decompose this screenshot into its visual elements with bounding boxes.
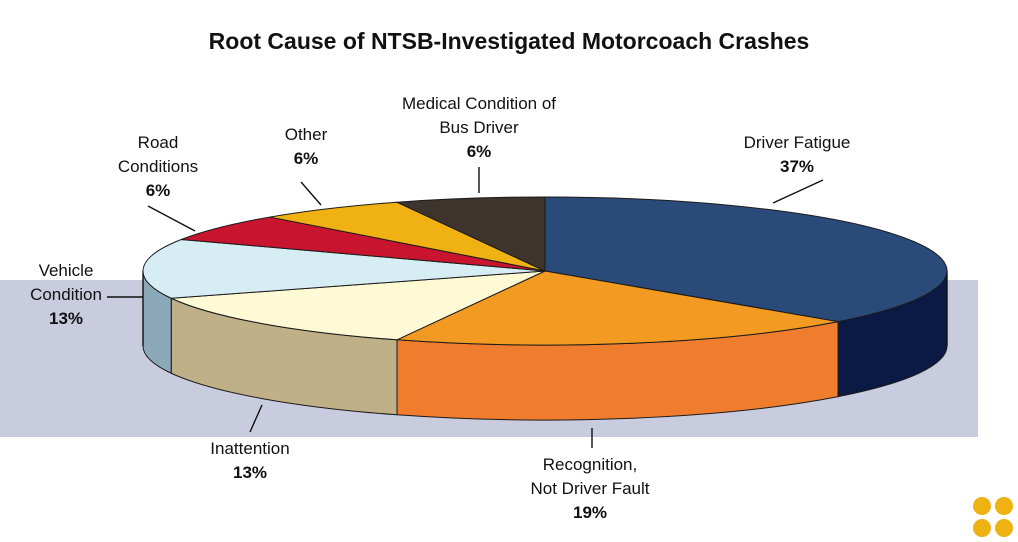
- chart-title: Root Cause of NTSB-Investigated Motorcoa…: [208, 28, 810, 54]
- pie-tops: [142, 196, 948, 346]
- logo-dot: [973, 497, 991, 515]
- slice-label-5: Other 6%: [285, 125, 328, 206]
- slice-value-label: 37%: [780, 157, 814, 176]
- leader-line: [147, 205, 196, 232]
- logo-dots-icon: [973, 497, 1013, 537]
- slice-label-text: Medical Condition of: [402, 94, 556, 113]
- slice-label-text: Recognition,: [543, 455, 638, 474]
- slice-label-text: Other: [285, 125, 328, 144]
- slice-label-text: Vehicle: [39, 261, 94, 280]
- slice-label-text: Bus Driver: [439, 118, 519, 137]
- slice-value-label: 6%: [294, 149, 319, 168]
- logo-dot: [973, 519, 991, 537]
- slice-value-label: 6%: [146, 181, 171, 200]
- pie-labels: Driver Fatigue 37% Recognition, Not Driver …: [30, 94, 850, 522]
- slice-label-text: Conditions: [118, 157, 198, 176]
- slice-label-text: Driver Fatigue: [744, 133, 851, 152]
- slice-label-0: Driver Fatigue 37%: [744, 133, 851, 204]
- slice-label-text: Not Driver Fault: [530, 479, 649, 498]
- logo-dot: [995, 497, 1013, 515]
- logo-dot: [995, 519, 1013, 537]
- slice-label-text: Road: [138, 133, 179, 152]
- pie-slice-3: [142, 238, 546, 299]
- slice-label-6: Medical Condition of Bus Driver 6%: [402, 94, 556, 193]
- slice-label-4: Road Conditions 6%: [118, 133, 198, 232]
- slice-value-label: 6%: [467, 142, 492, 161]
- leader-line: [249, 404, 263, 433]
- pie-slice-1: [395, 270, 839, 346]
- slice-value-label: 13%: [49, 309, 83, 328]
- slice-label-3: Vehicle Condition 13%: [30, 261, 143, 328]
- pie-slice-2: [169, 270, 546, 341]
- leader-line: [772, 179, 824, 204]
- pie-slice-5: [269, 201, 546, 272]
- pie-slice-4: [181, 216, 546, 272]
- slice-label-text: Condition: [30, 285, 102, 304]
- slice-value-label: 19%: [573, 503, 607, 522]
- pie-slice-0: [544, 196, 948, 323]
- leader-line: [300, 181, 322, 206]
- pie-slice-6: [395, 196, 546, 272]
- slice-label-text: Inattention: [210, 439, 289, 458]
- slice-value-label: 13%: [233, 463, 267, 482]
- slice-label-1: Recognition, Not Driver Fault 19%: [530, 428, 650, 522]
- slice-label-2: Inattention 13%: [210, 404, 290, 482]
